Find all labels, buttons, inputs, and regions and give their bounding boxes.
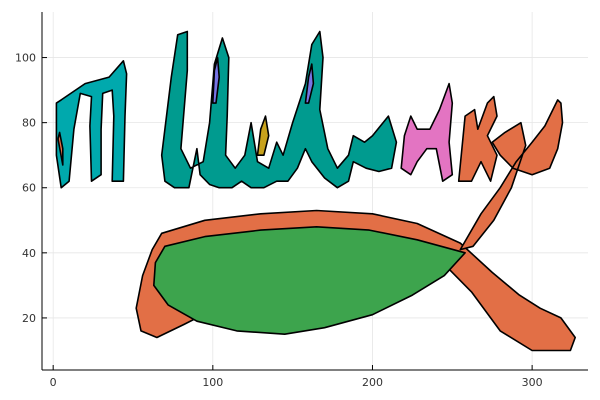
shape-polygon-9 <box>400 82 454 182</box>
y-tick-label: 80 <box>22 117 36 130</box>
x-tick-label: 0 <box>50 376 57 389</box>
shape-polygon-2 <box>459 99 564 251</box>
axes <box>41 12 588 371</box>
x-tick-label: 100 <box>202 376 223 389</box>
y-tick-label: 40 <box>22 247 36 260</box>
shape-polygon-10 <box>457 95 498 182</box>
shape-polygon-3 <box>55 59 128 189</box>
shape-polygon-4 <box>57 131 64 166</box>
x-tick-label: 300 <box>522 376 543 389</box>
shape-layer <box>55 30 577 352</box>
tick-labels: 0 100 200 300 20 40 60 80 100 <box>15 52 543 389</box>
y-tick-label: 20 <box>22 312 36 325</box>
shape-polygon-5 <box>160 30 398 189</box>
y-tick-label: 60 <box>22 182 36 195</box>
y-tick-label: 100 <box>15 52 36 65</box>
shape-polygon-7 <box>256 115 270 156</box>
shape-polygon-8 <box>304 63 315 104</box>
shape-polygon-1 <box>153 226 466 336</box>
shape-polygon-6 <box>212 56 220 104</box>
x-tick-label: 200 <box>362 376 383 389</box>
